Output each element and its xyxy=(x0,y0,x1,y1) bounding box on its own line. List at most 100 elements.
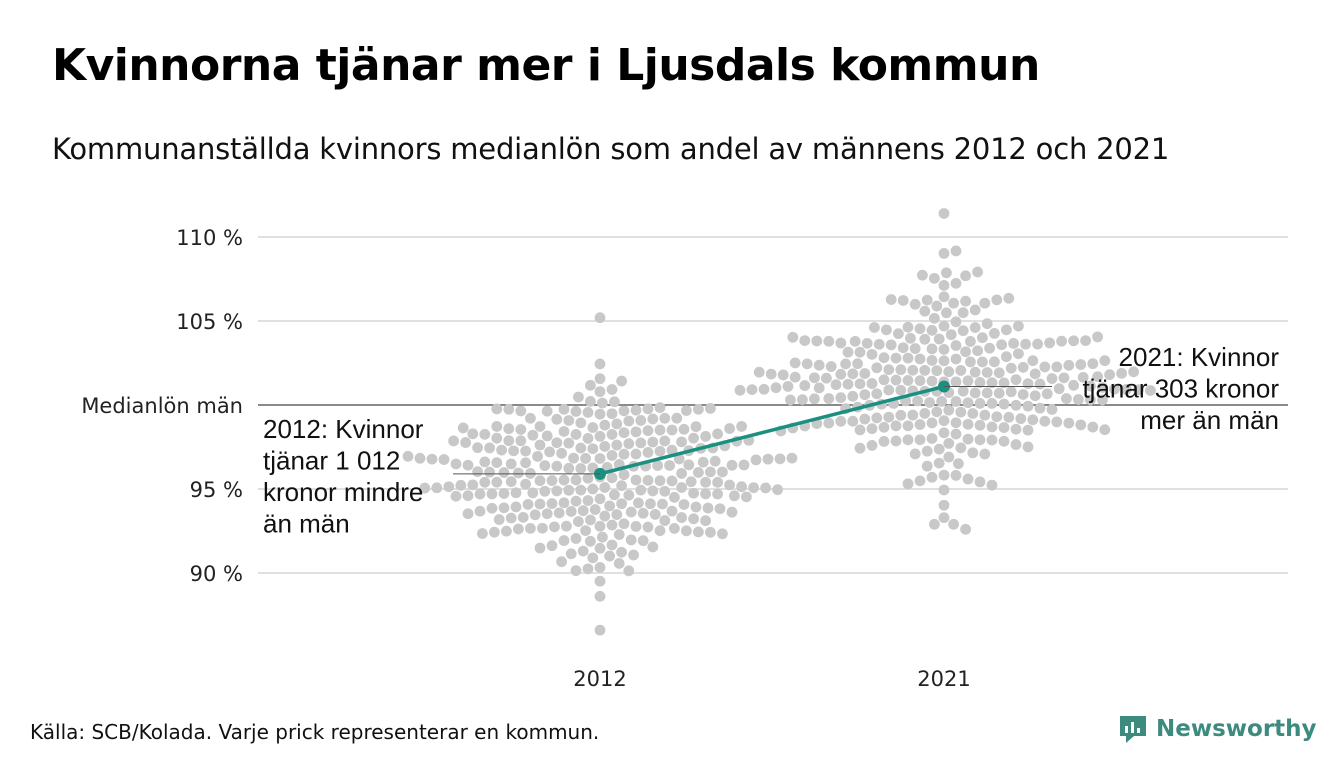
swarm-dot xyxy=(676,512,687,523)
swarm-dot xyxy=(989,356,1000,368)
swarm-dot xyxy=(498,502,510,514)
swarm-dot xyxy=(551,460,563,472)
swarm-dot xyxy=(991,411,1003,423)
swarm-dot xyxy=(515,405,527,417)
swarm-dot xyxy=(580,525,591,536)
swarm-dot xyxy=(914,323,926,335)
swarm-dot xyxy=(676,482,687,493)
swarm-dot xyxy=(587,422,599,433)
swarm-dot xyxy=(890,435,902,447)
swarm-dot xyxy=(611,509,623,520)
swarm-dot xyxy=(871,388,883,400)
swarm-dot xyxy=(917,269,928,281)
swarm-dot xyxy=(623,489,635,501)
swarm-dot xyxy=(726,459,738,471)
swarm-dot xyxy=(950,428,962,440)
swarm-dot xyxy=(782,381,794,392)
swarm-dot xyxy=(960,346,971,358)
swarm-dot xyxy=(637,507,649,519)
swarm-dot xyxy=(924,397,935,408)
swarm-dot xyxy=(484,442,495,454)
swarm-dot xyxy=(772,484,783,496)
swarm-dot xyxy=(611,439,623,451)
swarm-dot xyxy=(611,418,623,430)
swarm-dot xyxy=(690,501,702,513)
swarm-dot xyxy=(861,337,873,349)
swarm-dot xyxy=(926,324,938,336)
source-note: Källa: SCB/Kolada. Varje prick represent… xyxy=(30,720,600,744)
y-tick-label: 90 % xyxy=(190,562,243,586)
annotation-line: tjänar 303 kronor xyxy=(1082,374,1279,404)
swarm-dot xyxy=(688,513,699,525)
swarm-dot xyxy=(943,366,955,378)
swarm-dot xyxy=(688,432,699,444)
annotations: 2012: Kvinnor tjänar 1 012 kronor mindre än… xyxy=(263,342,1279,539)
swarm-dot xyxy=(582,406,594,418)
swarm-dot xyxy=(969,387,981,399)
swarm-dot xyxy=(979,297,991,309)
swarm-dot xyxy=(938,469,950,481)
swarm-dot xyxy=(402,450,414,462)
swarm-dot xyxy=(724,423,735,434)
swarm-dot xyxy=(587,483,599,495)
swarm-dot xyxy=(561,520,572,532)
swarm-dot xyxy=(558,426,570,437)
swarm-dot xyxy=(503,403,515,415)
swarm-dot xyxy=(1092,371,1103,383)
swarm-dot xyxy=(1061,393,1072,404)
swarm-dot xyxy=(957,325,969,337)
swarm-dot xyxy=(929,518,940,530)
swarm-dot xyxy=(594,590,606,602)
swarm-dot xyxy=(666,424,678,436)
swarm-dot xyxy=(1003,411,1015,423)
swarm-dot xyxy=(697,456,709,468)
swarm-dot xyxy=(938,279,950,291)
x-tick-label: 2012 xyxy=(573,667,626,691)
swarm-dot xyxy=(642,447,654,458)
swarm-dot xyxy=(724,479,735,491)
swarm-dot xyxy=(642,474,654,486)
swarm-dot xyxy=(505,458,517,470)
swarm-dot xyxy=(515,424,527,435)
swarm-dot xyxy=(902,420,914,432)
swarm-dot xyxy=(777,369,789,381)
swarm-dot xyxy=(1087,421,1099,433)
swarm-dot xyxy=(573,516,584,527)
swarm-dot xyxy=(738,459,750,471)
swarm-dot xyxy=(1005,362,1017,374)
swarm-dot xyxy=(873,338,885,350)
swarm-dot xyxy=(926,355,938,366)
swarm-dot xyxy=(527,429,539,441)
swarm-dot xyxy=(962,473,974,485)
swarm-dot xyxy=(847,368,859,380)
swarm-dot xyxy=(938,427,950,439)
swarm-dot xyxy=(693,526,704,538)
swarm-dot xyxy=(496,444,507,456)
swarm-dot xyxy=(1034,378,1046,390)
swarm-dot xyxy=(448,435,459,447)
swarm-dot xyxy=(532,450,543,462)
swarm-dot xyxy=(950,353,962,365)
swarm-dot xyxy=(950,316,962,328)
swarm-dot xyxy=(1051,416,1063,428)
y-tick-label: 105 % xyxy=(176,310,243,334)
swarm-dot xyxy=(618,469,630,481)
swarm-dot xyxy=(1075,419,1087,431)
swarm-dot xyxy=(753,366,765,378)
swarm-dot xyxy=(854,442,866,454)
swarm-dot xyxy=(520,457,531,469)
swarm-dot xyxy=(594,373,606,385)
swarm-dot xyxy=(902,321,914,333)
swarm-dot xyxy=(520,478,531,490)
swarm-dot xyxy=(491,432,503,444)
swarm-dot xyxy=(883,411,895,423)
swarm-dot xyxy=(953,458,964,470)
swarm-dot xyxy=(859,368,871,379)
swarm-dot xyxy=(770,382,782,394)
swarm-dot xyxy=(1145,385,1156,396)
swarm-dot xyxy=(654,525,666,537)
swarm-dot xyxy=(950,245,962,257)
swarm-dot xyxy=(981,367,993,378)
swarm-dot xyxy=(594,493,606,505)
swarm-dot xyxy=(491,476,503,488)
